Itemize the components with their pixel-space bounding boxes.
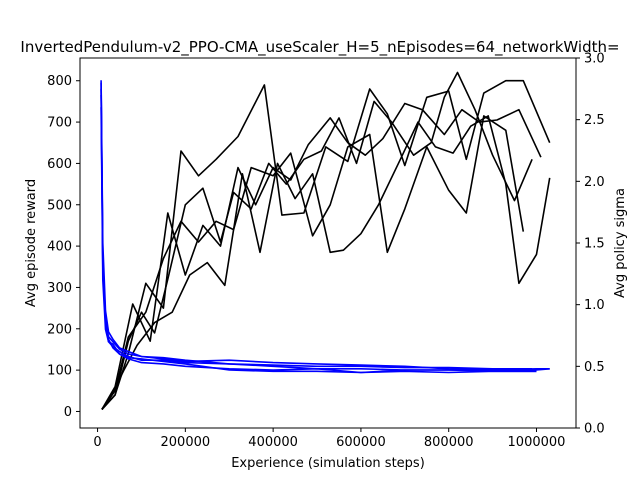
sigma-line-5 — [100, 80, 533, 370]
sigma-line-3 — [100, 107, 537, 374]
x-axis-ticks: 0 200000 400000 600000 800000 1000000 — [93, 428, 565, 450]
y-tick-label: 700 — [47, 116, 72, 131]
y2-tick-label: 1.0 — [584, 298, 605, 313]
y2-tick-label: 1.5 — [584, 237, 605, 252]
x-axis-label: Experience (simulation steps) — [231, 456, 425, 471]
reward-line-1 — [101, 79, 551, 410]
sigma-line-2 — [100, 94, 537, 374]
y-axis-label: Avg episode reward — [24, 179, 39, 307]
y2-tick-label: 2.5 — [584, 113, 605, 128]
y2-axis-label: Avg policy sigma — [613, 188, 628, 298]
y-tick-label: 400 — [47, 240, 72, 255]
reward-line-3 — [101, 102, 542, 410]
y-tick-label: 800 — [47, 74, 72, 89]
reward-series-group — [101, 71, 551, 410]
y-tick-label: 300 — [47, 281, 72, 296]
x-tick-label: 600000 — [336, 435, 386, 450]
x-tick-label: 200000 — [161, 435, 211, 450]
y-tick-label: 100 — [47, 364, 72, 379]
y2-tick-label: 3.0 — [584, 52, 605, 67]
x-tick-label: 400000 — [248, 435, 298, 450]
y2-tick-label: 0.0 — [584, 422, 605, 437]
chart-title: InvertedPendulum-v2_PPO-CMA_useScaler_H=… — [20, 38, 619, 57]
x-tick-label: 800000 — [424, 435, 474, 450]
y2-tick-label: 0.5 — [584, 360, 605, 375]
y-tick-label: 600 — [47, 157, 72, 172]
y-tick-label: 0 — [64, 405, 72, 420]
sigma-line-4 — [100, 88, 550, 371]
y2-tick-label: 2.0 — [584, 175, 605, 190]
y-axis-ticks: 0 100 200 300 400 500 600 700 800 — [47, 74, 80, 420]
reward-line-5 — [101, 71, 533, 410]
y-tick-label: 500 — [47, 198, 72, 213]
sigma-series-group — [100, 80, 550, 374]
y-tick-label: 200 — [47, 322, 72, 337]
x-tick-label: 0 — [93, 435, 101, 450]
x-tick-label: 1000000 — [508, 435, 566, 450]
reward-line-2 — [101, 115, 525, 410]
y2-axis-ticks: 0.0 0.5 1.0 1.5 2.0 2.5 3.0 — [576, 52, 605, 437]
